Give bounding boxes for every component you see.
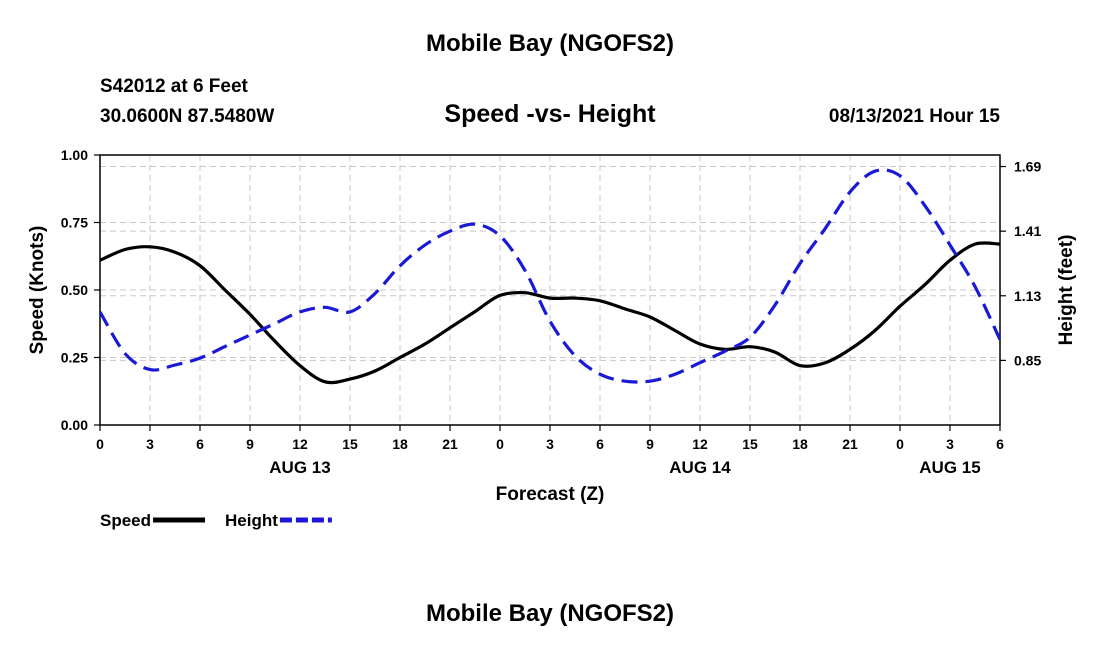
series-line-height [100, 168, 1000, 384]
series-line-speed [100, 241, 1000, 385]
timestamp-label: 08/13/2021 Hour 15 [828, 106, 1000, 127]
x-tick-label: 6 [596, 436, 604, 452]
x-tick-label: 15 [742, 436, 758, 452]
x-tick-label: 15 [342, 436, 358, 452]
legend-label-height: Height [225, 511, 278, 530]
x-tick-label: 18 [392, 436, 408, 452]
y-tick-label: 0.75 [61, 215, 88, 231]
page-title-top: Mobile Bay (NGOFS2) [425, 30, 675, 57]
x-tick-label: 18 [792, 436, 808, 452]
y-tick-label: 0.25 [61, 350, 88, 366]
y-tick-label: 0.00 [61, 417, 88, 433]
legend-label-speed: Speed [100, 511, 151, 530]
x-tick-label: 21 [842, 436, 858, 452]
x-tick-label: 6 [196, 436, 204, 452]
x-tick-label: 0 [896, 436, 904, 452]
y-axis-label: Speed (Knots) [27, 226, 48, 355]
x-tick-label: 9 [646, 436, 654, 452]
x-tick-label: 21 [442, 436, 458, 452]
x-tick-label: 9 [246, 436, 254, 452]
x-tick-label: 3 [146, 436, 154, 452]
x-tick-label: 3 [546, 436, 554, 452]
chart-title: Speed -vs- Height [444, 100, 656, 128]
y-tick-label: 0.50 [61, 282, 88, 298]
x-tick-label: 0 [96, 436, 104, 452]
y-tick-label: 1.00 [61, 147, 88, 163]
x-axis-label: Forecast (Z) [496, 484, 605, 505]
y2-tick-label: 1.13 [1014, 288, 1041, 304]
x-tick-label: 6 [996, 436, 1004, 452]
x-tick-label: 3 [946, 436, 954, 452]
x-tick-label: 0 [496, 436, 504, 452]
coords-label: 30.0600N 87.5480W [100, 106, 275, 127]
date-label: AUG 14 [669, 458, 731, 477]
page-title-bottom: Mobile Bay (NGOFS2) [425, 600, 675, 627]
y2-tick-label: 1.69 [1014, 159, 1041, 175]
date-label: AUG 13 [269, 458, 330, 477]
y2-tick-label: 1.41 [1014, 223, 1041, 239]
station-label: S42012 at 6 Feet [100, 76, 248, 97]
x-tick-label: 12 [292, 436, 308, 452]
x-tick-label: 12 [692, 436, 708, 452]
y2-tick-label: 0.85 [1014, 352, 1041, 368]
date-label: AUG 15 [919, 458, 980, 477]
y2-axis-label: Height (feet) [1056, 235, 1077, 346]
